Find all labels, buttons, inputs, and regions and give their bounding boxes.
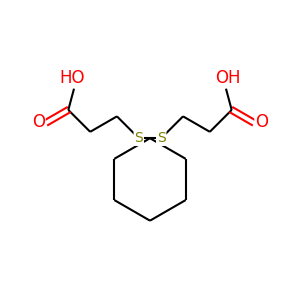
Text: S: S (157, 131, 166, 145)
Text: OH: OH (215, 69, 240, 87)
Text: O: O (32, 113, 45, 131)
Text: S: S (157, 131, 166, 145)
Text: HO: HO (60, 69, 85, 87)
Text: S: S (134, 131, 143, 145)
Text: O: O (255, 113, 268, 131)
Text: S: S (134, 131, 143, 145)
